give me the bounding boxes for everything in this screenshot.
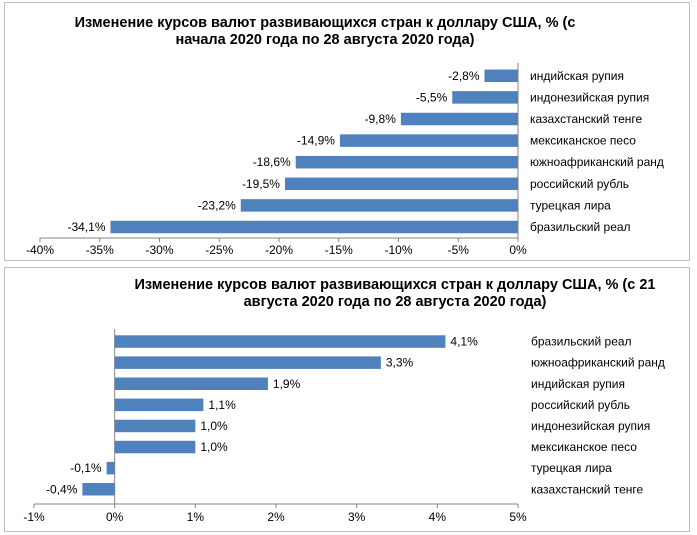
- data-label: -0,4%: [46, 482, 78, 496]
- category-label: индийская рупия: [531, 377, 625, 391]
- category-label: турецкая лира: [531, 461, 612, 475]
- category-label: южноафриканский ранд: [530, 155, 664, 169]
- data-label: -19,5%: [242, 177, 280, 191]
- category-label: российский рубль: [531, 398, 630, 412]
- x-tick-label: 0%: [509, 243, 527, 257]
- bar: [82, 483, 115, 496]
- bar: [110, 220, 518, 234]
- bar: [484, 69, 518, 83]
- bar: [452, 91, 518, 104]
- bar: [114, 440, 196, 454]
- x-tick-label: 4%: [429, 510, 447, 524]
- category-label: индонезийская рупия: [530, 90, 649, 104]
- bar: [295, 155, 518, 169]
- bar: [106, 461, 115, 475]
- x-tick-label: -1%: [23, 510, 45, 524]
- bar: [114, 419, 196, 433]
- bar: [114, 356, 381, 369]
- category-label: мексиканское песо: [530, 134, 636, 148]
- chart-panel-week: Изменение курсов валют развивающихся стр…: [4, 267, 690, 532]
- data-label: 3,3%: [386, 356, 414, 370]
- x-tick-label: 5%: [509, 510, 527, 524]
- x-tick-label: -20%: [265, 243, 293, 257]
- x-tick-label: -10%: [384, 243, 412, 257]
- data-label: -5,5%: [416, 90, 448, 104]
- chart-panel-ytd: Изменение курсов валют развивающихся стр…: [4, 2, 690, 261]
- category-label: индийская рупия: [530, 69, 624, 83]
- category-label: бразильский реал: [531, 335, 632, 349]
- chart-title-ytd: Изменение курсов валют развивающихся стр…: [74, 15, 576, 48]
- chart-title-week: Изменение курсов валют развивающихся стр…: [134, 277, 656, 310]
- bar: [339, 134, 518, 147]
- category-label: индонезийская рупия: [531, 419, 650, 433]
- data-label: -34,1%: [67, 220, 105, 234]
- data-label: -18,6%: [253, 155, 291, 169]
- data-label: -2,8%: [448, 69, 480, 83]
- category-label: казахстанский тенге: [530, 112, 643, 126]
- bar-chart-ytd: -40% -35% -30% -25% -20% -15% -10% -5% 0% -2,8% ин…: [26, 63, 664, 257]
- x-tick-label: -25%: [205, 243, 233, 257]
- bar: [240, 199, 518, 212]
- data-label: 1,9%: [273, 377, 301, 391]
- x-tick-label: -30%: [145, 243, 173, 257]
- x-tick-label: 2%: [267, 510, 285, 524]
- data-label: 1,0%: [200, 419, 228, 433]
- data-label: 4,1%: [450, 335, 478, 349]
- x-tick-label: -35%: [86, 243, 114, 257]
- category-label: турецкая лира: [530, 198, 611, 212]
- x-tick-label: 1%: [187, 510, 205, 524]
- x-tick-label: -40%: [26, 243, 54, 257]
- category-label: мексиканское песо: [531, 440, 637, 454]
- data-label: 1,1%: [208, 398, 236, 412]
- x-tick-label: 0%: [106, 510, 124, 524]
- data-label: -14,9%: [297, 134, 335, 148]
- bar: [284, 177, 518, 191]
- bar-chart-week: -1% 0% 1% 2% 3% 4% 5% 4,1% бразильский реал 3,3% ю…: [23, 329, 665, 524]
- category-label: бразильский реал: [530, 220, 631, 234]
- bar: [114, 398, 204, 412]
- x-tick-label: -5%: [448, 243, 470, 257]
- x-tick-label: -15%: [325, 243, 353, 257]
- bar: [400, 112, 518, 126]
- bar: [114, 335, 446, 348]
- data-label: -0,1%: [70, 461, 102, 475]
- category-label: казахстанский тенге: [531, 482, 644, 496]
- x-tick-label: 3%: [348, 510, 366, 524]
- data-label: 1,0%: [200, 440, 228, 454]
- category-label: южноафриканский ранд: [531, 356, 665, 370]
- category-label: российский рубль: [530, 177, 629, 191]
- data-label: -9,8%: [365, 112, 397, 126]
- data-label: -23,2%: [198, 198, 236, 212]
- bar: [114, 377, 268, 390]
